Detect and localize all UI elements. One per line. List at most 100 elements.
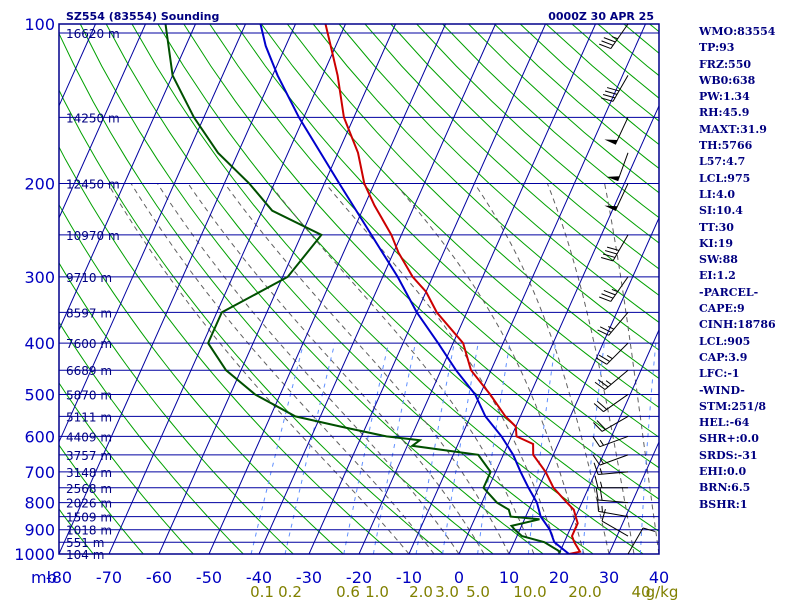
moist-adiabat	[156, 183, 460, 554]
wind-barb	[592, 435, 629, 448]
barb-staff	[598, 471, 629, 476]
stat-item: -PARCEL-	[699, 285, 759, 299]
barb-pennant	[606, 176, 620, 182]
moist-adiabat	[187, 183, 485, 554]
stat-item: BRN:6.5	[699, 481, 751, 495]
barb-feather	[599, 43, 611, 50]
wind-barb	[599, 23, 629, 50]
isotherm	[59, 24, 296, 554]
wind-barb	[593, 462, 629, 476]
x-tick-label: -50	[196, 568, 222, 587]
height-label: 5111 m	[66, 410, 112, 424]
barb-feather	[597, 499, 599, 512]
barb-feather	[599, 488, 603, 501]
y-tick-label: 100	[24, 15, 55, 34]
barb-feather	[599, 326, 612, 333]
height-label: 6689 m	[66, 364, 112, 378]
stat-item: FRZ:550	[699, 57, 752, 71]
height-label: 7600 m	[66, 337, 112, 351]
barb-feather	[593, 422, 603, 432]
barb-feather	[595, 487, 599, 501]
barb-feather	[603, 290, 616, 296]
isotherm	[508, 216, 659, 554]
wind-barb	[599, 276, 629, 302]
barb-feather	[595, 357, 608, 365]
y-tick-label: 600	[24, 427, 55, 446]
barb-staff	[601, 415, 629, 432]
barb-feather	[592, 454, 601, 466]
wind-barb	[594, 475, 628, 489]
wind-barb	[592, 454, 629, 466]
stat-item: L57:4.7	[699, 155, 746, 169]
barb-staff	[599, 454, 629, 466]
barb-half-feather	[608, 326, 615, 330]
barb-staff	[612, 234, 629, 262]
stat-item: WB0:638	[699, 73, 756, 87]
stat-item: WMO:83554	[699, 25, 776, 38]
stat-item: LCL:975	[699, 171, 751, 185]
isotherm	[59, 24, 246, 444]
barb-half-feather	[606, 355, 613, 360]
stat-item: RH:45.9	[699, 106, 750, 120]
isotherm	[558, 328, 659, 554]
isotherm	[208, 24, 446, 554]
stat-item: SI:10.4	[699, 204, 743, 218]
isotherm	[59, 24, 196, 332]
stat-item: MAXT:31.9	[699, 122, 767, 136]
y-tick-label: 700	[24, 463, 55, 482]
x-tick-label: 10	[499, 568, 519, 587]
moist-adiabat	[546, 183, 635, 554]
height-label: 8597 m	[66, 306, 112, 320]
barb-feather	[593, 403, 604, 413]
mixing-ratio-label: 1.0	[365, 583, 389, 600]
barb-feather	[601, 509, 606, 522]
barb-staff	[604, 369, 629, 390]
barb-feather	[599, 296, 611, 302]
x-tick-label: -10	[396, 568, 422, 587]
y-tick-label: 1000	[14, 545, 55, 564]
isotherm	[408, 24, 646, 554]
height-label: 2568 m	[66, 482, 112, 496]
barb-feather	[602, 93, 616, 99]
height-label: 551 m	[66, 536, 104, 550]
mixing-ratio-line	[343, 342, 389, 554]
station-title: SZ554 (83554) Sounding	[66, 10, 219, 23]
height-label: 3148 m	[66, 466, 112, 480]
wind-barb	[593, 415, 629, 432]
barb-staff	[627, 527, 644, 555]
stat-item: EI:1.2	[699, 269, 736, 283]
stat-item: HEL:-64	[699, 416, 750, 430]
x-tick-label: 30	[599, 568, 619, 587]
wind-barb	[627, 527, 656, 555]
wind-barb	[600, 75, 629, 102]
stat-item: SHR+:0.0	[699, 432, 759, 446]
stat-item: LCL:905	[699, 334, 751, 348]
mixing-ratio-label: 40	[631, 583, 650, 600]
barb-staff	[598, 499, 629, 504]
stat-item: CINH:18786	[699, 318, 776, 332]
barb-half-feather	[605, 380, 612, 385]
barb-staff	[601, 520, 629, 537]
mixing-ratio-label: 2.0	[409, 583, 433, 600]
isotherm	[358, 24, 596, 554]
stat-item: SRDS:-31	[699, 448, 758, 462]
barb-feather	[604, 250, 618, 255]
isotherm	[458, 104, 659, 554]
mixing-ratio-label: 10.0	[513, 583, 546, 600]
mixing-ratio-label: 0.2	[278, 583, 302, 600]
x-tick-label: -70	[96, 568, 122, 587]
stat-item: -WIND-	[699, 383, 745, 397]
y-tick-label: 300	[24, 268, 55, 287]
mixing-ratio-label: 0.1	[250, 583, 274, 600]
barb-staff	[598, 510, 629, 518]
dry-adiabat	[59, 146, 394, 554]
x-tick-label: -20	[346, 568, 372, 587]
isotherm	[59, 24, 146, 220]
stat-item: CAPE:9	[699, 302, 745, 316]
barb-feather	[601, 40, 614, 46]
stat-item: LI:4.0	[699, 187, 736, 201]
barb-half-feather	[599, 439, 604, 446]
x-tick-label: 40	[649, 568, 669, 587]
barb-staff	[606, 342, 629, 365]
